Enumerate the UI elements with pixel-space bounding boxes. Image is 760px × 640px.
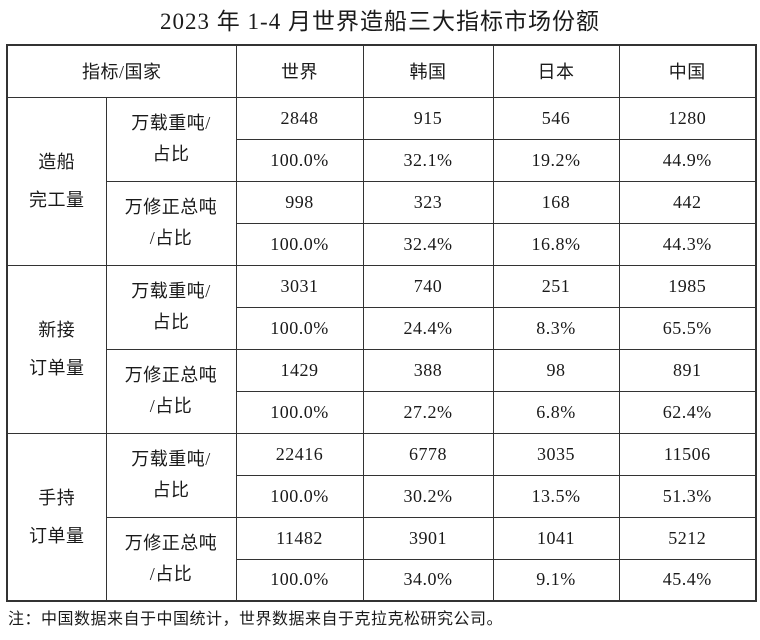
table-row: 万修正总吨 /占比 998 323 168 442 xyxy=(7,180,757,266)
table-row: 100.0% 30.2% 13.5% 51.3% xyxy=(7,474,757,518)
value-cell: 1429 xyxy=(235,348,364,392)
value-cell: 1985 xyxy=(618,264,757,308)
metric-label-cgt: 万修正总吨 /占比 xyxy=(105,516,237,602)
value-cell: 891 xyxy=(618,348,757,392)
value-cell: 251 xyxy=(492,264,620,308)
table-row: 100.0% 32.1% 19.2% 44.9% xyxy=(7,138,757,182)
metric-label-line: 万载重吨/ xyxy=(131,113,211,133)
metric-label-line: 占比 xyxy=(152,312,190,332)
value-cell: 1280 xyxy=(618,96,757,140)
metric-label-dwt: 万载重吨/ 占比 xyxy=(105,432,237,518)
metric-label-line: 万修正总吨 xyxy=(124,365,218,385)
value-cell: 3031 xyxy=(235,264,364,308)
value-cell: 11482 xyxy=(235,516,364,560)
share-cell: 100.0% xyxy=(235,222,364,266)
header-indicator-country: 指标/国家 xyxy=(6,44,237,98)
page-title: 2023 年 1-4 月世界造船三大指标市场份额 xyxy=(160,9,600,34)
table-row: 万修正总吨 /占比 11482 3901 1041 5212 xyxy=(7,516,757,602)
share-cell: 8.3% xyxy=(492,306,620,350)
metric-label-cgt: 万修正总吨 /占比 xyxy=(105,180,237,266)
value-cell: 6778 xyxy=(362,432,494,476)
group-label-line: 新接 xyxy=(38,320,76,340)
market-share-table: 指标/国家 世界 韩国 日本 中国 造船 完工量 万载重吨/ 占比 2848 9… xyxy=(6,44,758,602)
metric-label-line: /占比 xyxy=(149,563,193,584)
header-japan: 日本 xyxy=(492,44,620,98)
header-korea: 韩国 xyxy=(362,44,494,98)
group-label-line: 订单量 xyxy=(29,525,85,546)
value-cell: 1041 xyxy=(492,516,620,560)
share-cell: 34.0% xyxy=(362,558,494,602)
share-cell: 100.0% xyxy=(235,390,364,434)
metric-label-line: 占比 xyxy=(152,480,190,500)
table-row: 万修正总吨 /占比 1429 388 98 891 xyxy=(7,348,757,434)
share-cell: 100.0% xyxy=(235,138,364,182)
table-row: 造船 完工量 万载重吨/ 占比 2848 915 546 1280 xyxy=(6,96,757,266)
metric-label-line: /占比 xyxy=(149,396,193,416)
metric-label-line: 万载重吨/ xyxy=(131,281,211,301)
header-china: 中国 xyxy=(618,44,757,98)
value-cell: 915 xyxy=(362,96,494,140)
metric-label-line: 万修正总吨 xyxy=(124,532,218,553)
share-cell: 44.9% xyxy=(618,138,757,182)
value-cell: 168 xyxy=(492,180,620,224)
share-cell: 44.3% xyxy=(618,222,757,266)
group-label-line: 手持 xyxy=(38,487,76,508)
metric-label-line: 万载重吨/ xyxy=(131,449,211,469)
metric-label-line: /占比 xyxy=(149,228,193,248)
metric-label-line: 万修正总吨 xyxy=(124,197,218,217)
table-row: 100.0% 32.4% 16.8% 44.3% xyxy=(7,222,757,266)
header-row: 指标/国家 世界 韩国 日本 中国 xyxy=(6,44,757,98)
share-cell: 100.0% xyxy=(235,306,364,350)
value-cell: 3901 xyxy=(362,516,494,560)
group-label-completions: 造船 完工量 xyxy=(6,96,107,266)
value-cell: 2848 xyxy=(235,96,364,140)
page: 2023 年 1-4 月世界造船三大指标市场份额 指标/国家 世界 韩国 日本 … xyxy=(0,7,760,630)
value-cell: 3035 xyxy=(492,432,620,476)
share-cell: 24.4% xyxy=(362,306,494,350)
value-cell: 388 xyxy=(362,348,494,392)
group-label-line: 订单量 xyxy=(29,358,85,378)
value-cell: 5212 xyxy=(618,516,757,560)
share-cell: 51.3% xyxy=(618,474,757,518)
metric-label-dwt: 万载重吨/ 占比 xyxy=(105,264,237,350)
group-label-line: 造船 xyxy=(38,152,76,172)
source-note: 注：中国数据来自于中国统计，世界数据来自于克拉克松研究公司。 xyxy=(8,611,504,628)
value-cell: 98 xyxy=(492,348,620,392)
table-row: 新接 订单量 万载重吨/ 占比 3031 740 251 1985 xyxy=(6,264,757,434)
value-cell: 442 xyxy=(618,180,757,224)
value-cell: 998 xyxy=(235,180,364,224)
share-cell: 13.5% xyxy=(492,474,620,518)
group-label-order-book: 手持 订单量 xyxy=(6,432,107,602)
share-cell: 45.4% xyxy=(618,558,757,602)
share-cell: 16.8% xyxy=(492,222,620,266)
table-row: 100.0% 27.2% 6.8% 62.4% xyxy=(7,390,757,434)
metric-label-cgt: 万修正总吨 /占比 xyxy=(105,348,237,434)
group-label-new-orders: 新接 订单量 xyxy=(6,264,107,434)
share-cell: 9.1% xyxy=(492,558,620,602)
share-cell: 19.2% xyxy=(492,138,620,182)
table-row: 100.0% 34.0% 9.1% 45.4% xyxy=(7,558,757,602)
value-cell: 323 xyxy=(362,180,494,224)
share-cell: 6.8% xyxy=(492,390,620,434)
share-cell: 30.2% xyxy=(362,474,494,518)
group-label-line: 完工量 xyxy=(29,190,85,210)
value-cell: 740 xyxy=(362,264,494,308)
value-cell: 546 xyxy=(492,96,620,140)
share-cell: 32.1% xyxy=(362,138,494,182)
metric-label-dwt: 万载重吨/ 占比 xyxy=(105,96,237,182)
header-world: 世界 xyxy=(235,44,364,98)
share-cell: 65.5% xyxy=(618,306,757,350)
table-row: 100.0% 24.4% 8.3% 65.5% xyxy=(7,306,757,350)
value-cell: 11506 xyxy=(618,432,757,476)
metric-label-line: 占比 xyxy=(152,144,190,164)
share-cell: 32.4% xyxy=(362,222,494,266)
share-cell: 100.0% xyxy=(235,558,364,602)
table-row: 手持 订单量 万载重吨/ 占比 22416 6778 3035 11506 xyxy=(6,432,757,602)
share-cell: 27.2% xyxy=(362,390,494,434)
value-cell: 22416 xyxy=(235,432,364,476)
share-cell: 100.0% xyxy=(235,474,364,518)
share-cell: 62.4% xyxy=(618,390,757,434)
